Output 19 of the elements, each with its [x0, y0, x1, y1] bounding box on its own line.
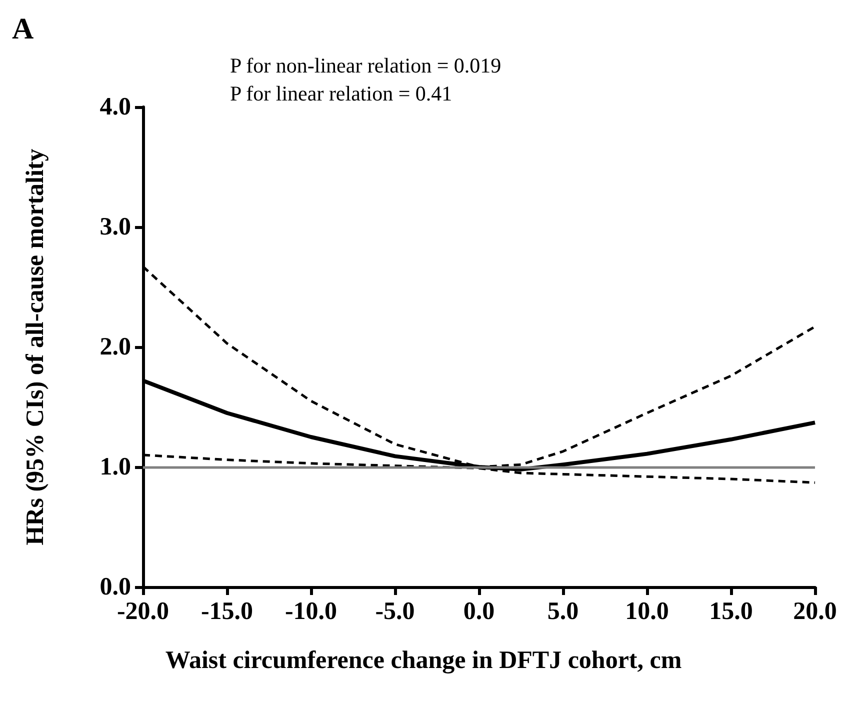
chart-title: A [12, 12, 34, 46]
y-tick-label: 3.0 [100, 214, 131, 240]
x-tick-label: -10.0 [284, 598, 338, 625]
y-tick-label: 2.0 [100, 334, 131, 360]
x-tick-label: -15.0 [200, 598, 254, 625]
x-axis-title: Waist circumference change in DFTJ cohort, cm [165, 647, 682, 674]
x-tick-label: 20.0 [793, 598, 837, 625]
x-tick-label: -5.0 [375, 598, 415, 625]
y-axis-title: HRs (95% CIs) of all-cause mortality [22, 148, 49, 546]
text: P for non-linear relation = 0.019 [230, 54, 502, 78]
text: P for linear relation = 0.41 [230, 82, 452, 106]
y-tick-label: 0.0 [100, 574, 131, 600]
x-tick-label: 5.0 [547, 598, 579, 625]
y-tick-label: 1.0 [100, 454, 131, 480]
x-tick-label: 10.0 [625, 598, 669, 625]
x-tick-label: 0.0 [463, 598, 495, 625]
x-tick-label: -20.0 [116, 598, 170, 625]
y-tick-label: 4.0 [100, 94, 131, 120]
x-tick-label: 15.0 [709, 598, 753, 625]
